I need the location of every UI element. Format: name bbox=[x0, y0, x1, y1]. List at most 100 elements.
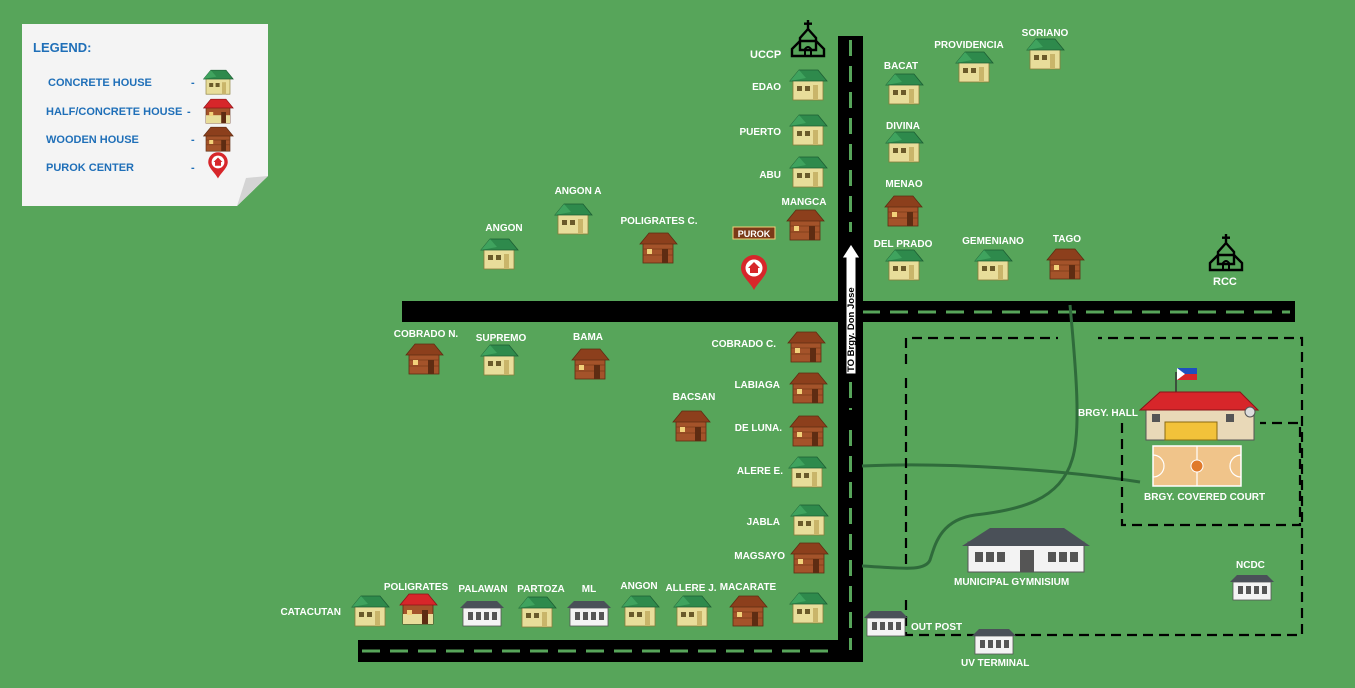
house-label-mangca: MANGCA bbox=[782, 197, 827, 208]
house-label-magsayo: MAGSAYO bbox=[734, 551, 785, 562]
barangay-hall: BRGY. HALL bbox=[1078, 368, 1260, 441]
wooden-house-icon bbox=[789, 415, 828, 447]
ncdc: NCDC bbox=[1229, 560, 1275, 601]
legend-item-label: WOODEN HOUSE bbox=[46, 134, 139, 146]
legend-title: LEGEND: bbox=[33, 40, 92, 55]
purok-center-pin-icon bbox=[741, 255, 767, 290]
house-label-alere: ALERE E. bbox=[737, 466, 783, 477]
house-label-poligrates: POLIGRATES bbox=[384, 582, 449, 593]
half-concrete-house-icon bbox=[203, 98, 234, 124]
church-icon bbox=[1208, 232, 1244, 272]
purok-sign-label: PUROK bbox=[738, 229, 771, 239]
house-label-allere: ALLERE J. bbox=[665, 583, 716, 594]
outpost-building-icon bbox=[863, 610, 909, 637]
legend-item-label: CONCRETE HOUSE bbox=[48, 77, 152, 89]
concrete-house-icon bbox=[480, 238, 519, 270]
concrete-house-icon bbox=[885, 131, 924, 163]
house-label-bacsan: BACSAN bbox=[673, 392, 716, 403]
road-network bbox=[358, 36, 1295, 662]
concrete-house-icon bbox=[621, 595, 660, 627]
house-label-soriano: SORIANO bbox=[1022, 28, 1069, 39]
brgy-covered-court-label: BRGY. COVERED COURT bbox=[1144, 492, 1265, 503]
concrete-house-icon bbox=[885, 73, 924, 105]
wooden-house-icon bbox=[571, 348, 610, 380]
house-label-supremo: SUPREMO bbox=[476, 333, 527, 344]
house-label-macarate: MACARATE bbox=[720, 582, 777, 593]
house-label-angona: ANGON A bbox=[555, 186, 602, 197]
concrete-house-icon bbox=[789, 69, 828, 101]
outpost-label: OUT POST bbox=[911, 622, 962, 633]
property-fences bbox=[904, 336, 1304, 637]
wooden-house-icon bbox=[786, 209, 825, 241]
house-label-labiaga: LABIAGA bbox=[734, 380, 780, 391]
half-concrete-house-icon bbox=[399, 593, 438, 625]
legend-card: LEGEND: CONCRETE HOUSE -HALF/CONCRETE HOU… bbox=[22, 24, 268, 206]
wooden-house-icon bbox=[790, 542, 829, 574]
wooden-house-icon bbox=[729, 595, 768, 627]
labels-layer: EDAO PUERTO ABU MANGCA BACAT PROVIDENCIA SORIA… bbox=[280, 28, 1081, 618]
house-label-catacutan: CATACUTAN bbox=[280, 607, 341, 618]
legend-item-label: HALF/CONCRETE HOUSE bbox=[46, 106, 182, 118]
church-rcc: RCC bbox=[1208, 232, 1244, 288]
wooden-house-icon bbox=[884, 195, 923, 227]
church-uccp-label: UCCP bbox=[750, 49, 781, 61]
wooden-house-icon bbox=[672, 410, 711, 442]
house-label-tago: TAGO bbox=[1053, 234, 1081, 245]
uv-terminal-building-icon bbox=[971, 628, 1017, 655]
concrete-house-icon bbox=[789, 114, 828, 146]
wooden-house-icon bbox=[203, 126, 234, 152]
concrete-house-icon bbox=[789, 156, 828, 188]
house-label-cobradon: COBRADO N. bbox=[394, 329, 459, 340]
house-label-abu: ABU bbox=[759, 170, 781, 181]
church-rcc-label: RCC bbox=[1213, 276, 1237, 288]
ncdc-building-icon bbox=[1229, 574, 1275, 601]
brgy-hall-label: BRGY. HALL bbox=[1078, 408, 1138, 419]
wooden-house-icon bbox=[787, 331, 826, 363]
house-label-cobradoc: COBRADO C. bbox=[712, 339, 777, 350]
house-label-deluna: DE LUNA. bbox=[735, 423, 782, 434]
concrete-house-icon bbox=[351, 595, 390, 627]
concrete-house-icon bbox=[789, 592, 828, 624]
house-label-partoza: PARTOZA bbox=[517, 584, 564, 595]
legend-item-separator: - bbox=[191, 134, 195, 146]
concrete-house-icon bbox=[480, 344, 519, 376]
road-direction-arrow: TO Brgy. Don Jose bbox=[841, 243, 861, 375]
house-label-angon2: ANGON bbox=[620, 581, 657, 592]
house-label-menao: MENAO bbox=[885, 179, 922, 190]
legend-item-separator: - bbox=[191, 162, 195, 174]
legend-item-separator: - bbox=[191, 77, 195, 89]
concrete-house-icon bbox=[885, 249, 924, 281]
church-uccp: UCCP bbox=[750, 18, 826, 61]
purok-center: PUROK bbox=[732, 226, 776, 290]
wooden-house-icon bbox=[405, 343, 444, 375]
municipal-gymnasium-label: MUNICIPAL GYMNISIUM bbox=[954, 577, 1069, 588]
uv-terminal-label: UV TERMINAL bbox=[961, 658, 1029, 669]
out-post: OUT POST bbox=[863, 610, 962, 637]
concrete-house-icon bbox=[1026, 38, 1065, 70]
concrete-house-icon bbox=[790, 504, 829, 536]
concrete-house-icon bbox=[673, 595, 712, 627]
ncdc-label: NCDC bbox=[1236, 560, 1265, 571]
house-label-divina: DIVINA bbox=[886, 121, 920, 132]
house-label-edao: EDAO bbox=[752, 82, 781, 93]
house-label-bacat: BACAT bbox=[884, 61, 918, 72]
house-label-jabla: JABLA bbox=[747, 517, 780, 528]
house-label-poligratesc: POLIGRATES C. bbox=[620, 216, 697, 227]
church-icon bbox=[790, 18, 826, 58]
concrete-house-icon bbox=[554, 203, 593, 235]
house-label-puerto: PUERTO bbox=[740, 127, 782, 138]
covered-court: BRGY. COVERED COURT bbox=[1144, 445, 1265, 503]
legend-item-separator: - bbox=[187, 106, 191, 118]
concrete-house-icon bbox=[203, 69, 234, 95]
house-label-bama: BAMA bbox=[573, 332, 603, 343]
house-label-delprado: DEL PRADO bbox=[874, 239, 933, 250]
wooden-house-icon bbox=[639, 232, 678, 264]
wooden-house-icon bbox=[1046, 248, 1085, 280]
house-label-providencia: PROVIDENCIA bbox=[934, 40, 1003, 51]
house-label-angon: ANGON bbox=[485, 223, 522, 234]
concrete-house-icon bbox=[955, 51, 994, 83]
house-label-gemeniano: GEMENIANO bbox=[962, 236, 1024, 247]
house-label-ml: ML bbox=[582, 584, 596, 595]
